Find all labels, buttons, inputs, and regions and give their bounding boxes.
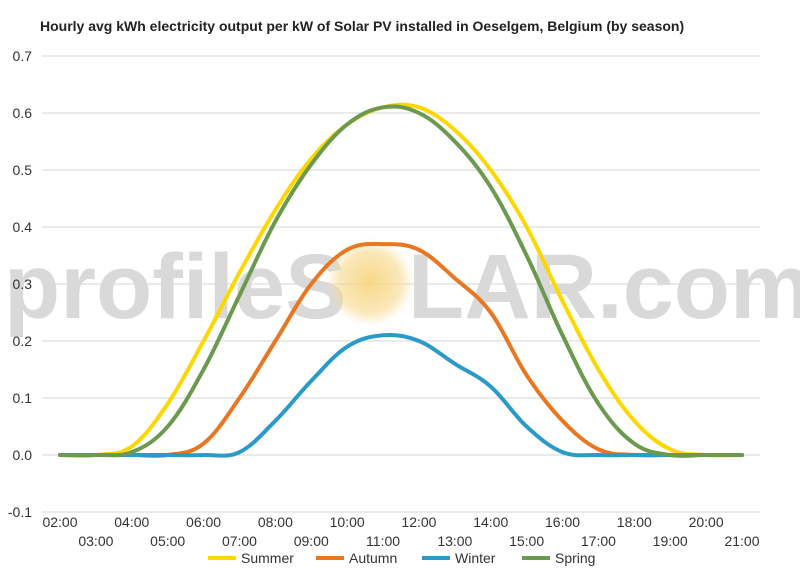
x-tick-label: 02:00	[42, 514, 77, 530]
y-tick-label: 0.6	[13, 105, 33, 121]
watermark: profileS LAR.com	[4, 236, 800, 338]
chart-title: Hourly avg kWh electricity output per kW…	[40, 18, 685, 34]
x-tick-label: 09:00	[294, 533, 329, 549]
x-tick-label: 11:00	[366, 533, 400, 549]
series-line-winter	[58, 333, 744, 458]
x-tick-label: 21:00	[724, 533, 759, 549]
y-tick-label: 0.4	[13, 219, 33, 235]
x-tick-label: 03:00	[78, 533, 113, 549]
y-tick-label: 0.7	[13, 48, 33, 64]
x-tick-label: 13:00	[437, 533, 472, 549]
y-tick-label: 0.2	[13, 333, 33, 349]
y-axis-ticks: -0.1 0.0 0.1 0.2 0.3 0.4 0.5 0.6 0.7	[8, 48, 32, 520]
x-tick-label: 17:00	[581, 533, 616, 549]
watermark-text-left: profileS	[4, 236, 346, 338]
y-tick-label: 0.3	[13, 276, 33, 292]
legend-label-spring: Spring	[555, 550, 595, 566]
series-line-summer	[58, 102, 744, 458]
series-line-spring	[58, 104, 744, 458]
x-tick-label: 18:00	[617, 514, 652, 530]
x-tick-label: 15:00	[509, 533, 544, 549]
legend: Summer Autumn Winter Spring	[208, 550, 595, 566]
x-tick-label: 20:00	[689, 514, 724, 530]
watermark-sun-icon	[326, 238, 414, 326]
x-tick-label: 05:00	[150, 533, 185, 549]
y-tick-label: 0.1	[13, 390, 33, 406]
x-tick-label: 16:00	[545, 514, 580, 530]
x-tick-label: 06:00	[186, 514, 221, 530]
legend-label-summer: Summer	[241, 550, 294, 566]
x-tick-label: 08:00	[258, 514, 293, 530]
y-tick-label: 0.0	[13, 447, 33, 463]
x-axis-ticks: 02:0003:0004:0005:0006:0007:0008:0009:00…	[42, 514, 759, 549]
x-tick-label: 12:00	[401, 514, 436, 530]
x-tick-label: 10:00	[330, 514, 365, 530]
x-tick-label: 19:00	[653, 533, 688, 549]
legend-label-autumn: Autumn	[349, 550, 397, 566]
watermark-text-right: LAR.com	[408, 236, 800, 338]
x-tick-label: 04:00	[114, 514, 149, 530]
x-tick-label: 07:00	[222, 533, 257, 549]
legend-label-winter: Winter	[455, 550, 496, 566]
y-tick-label: 0.5	[13, 162, 33, 178]
x-tick-label: 14:00	[473, 514, 508, 530]
series-lines	[58, 102, 744, 458]
y-tick-label: -0.1	[8, 504, 32, 520]
